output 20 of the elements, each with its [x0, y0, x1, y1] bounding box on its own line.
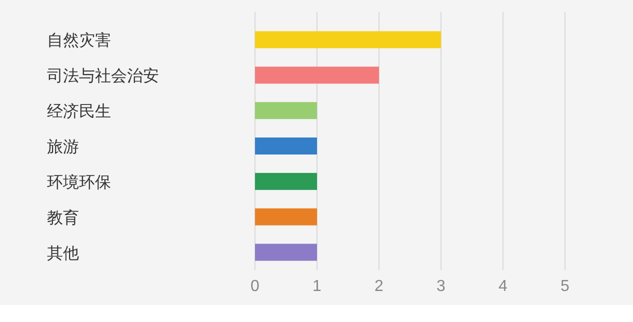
- bar: [255, 66, 379, 84]
- x-tick-label: 3: [436, 278, 446, 295]
- y-tick-label: 其他: [47, 243, 79, 262]
- y-tick-label: 环境环保: [47, 172, 111, 192]
- y-tick-label: 自然灾害: [47, 30, 111, 50]
- x-tick-label: 0: [250, 278, 260, 295]
- y-tick-label: 旅游: [47, 137, 79, 156]
- y-tick-label: 司法与社会治安: [47, 66, 159, 86]
- bar: [255, 102, 317, 120]
- x-tick-label: 2: [374, 278, 384, 295]
- bar: [255, 244, 317, 261]
- y-tick-label: 经济民生: [47, 102, 111, 121]
- bar: [255, 208, 317, 226]
- bar: [255, 172, 317, 190]
- x-tick-label: 1: [312, 278, 322, 295]
- bar: [255, 31, 441, 48]
- x-tick-label: 5: [560, 278, 570, 295]
- bar: [255, 138, 317, 154]
- x-tick-label: 4: [498, 278, 508, 295]
- y-tick-label: 教育: [47, 208, 79, 227]
